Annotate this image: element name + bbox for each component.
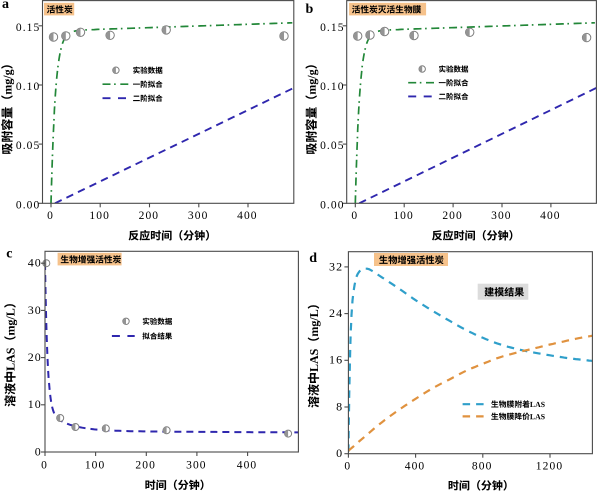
svg-text:0.10: 0.10 [320, 81, 345, 93]
svg-text:b: b [306, 2, 314, 17]
svg-text:40: 40 [28, 256, 42, 270]
svg-text:a: a [2, 0, 9, 12]
svg-text:200: 200 [135, 459, 156, 471]
svg-text:400: 400 [237, 210, 258, 222]
svg-text:0: 0 [336, 446, 343, 460]
svg-text:0: 0 [35, 444, 42, 458]
svg-text:24: 24 [329, 306, 343, 320]
svg-text:300: 300 [186, 459, 207, 471]
svg-text:400: 400 [540, 210, 561, 222]
svg-text:400: 400 [237, 459, 258, 471]
svg-text:0.10: 0.10 [16, 81, 41, 93]
svg-text:100: 100 [393, 210, 414, 222]
svg-text:100: 100 [89, 210, 110, 222]
svg-text:30: 30 [28, 303, 42, 317]
svg-text:200: 200 [139, 210, 160, 222]
svg-text:0.05: 0.05 [16, 140, 41, 152]
svg-text:8: 8 [336, 399, 343, 413]
svg-text:0: 0 [41, 459, 48, 471]
svg-text:c: c [6, 246, 12, 261]
svg-text:400: 400 [405, 461, 426, 473]
svg-text:20: 20 [28, 350, 42, 364]
svg-text:0.15: 0.15 [16, 22, 41, 34]
svg-text:300: 300 [491, 210, 512, 222]
svg-text:100: 100 [85, 459, 106, 471]
svg-text:32: 32 [329, 259, 343, 273]
svg-text:200: 200 [442, 210, 463, 222]
svg-text:0.00: 0.00 [320, 199, 345, 211]
svg-text:1200: 1200 [536, 461, 563, 473]
svg-text:300: 300 [188, 210, 209, 222]
svg-text:0: 0 [351, 210, 358, 222]
svg-text:0.15: 0.15 [320, 22, 345, 34]
svg-text:0.00: 0.00 [16, 199, 41, 211]
svg-text:800: 800 [472, 461, 493, 473]
svg-text:0: 0 [344, 461, 351, 473]
svg-text:0: 0 [47, 210, 54, 222]
svg-text:10: 10 [28, 397, 42, 411]
svg-text:0.05: 0.05 [320, 140, 345, 152]
svg-text:16: 16 [329, 353, 343, 367]
svg-text:d: d [309, 251, 317, 266]
